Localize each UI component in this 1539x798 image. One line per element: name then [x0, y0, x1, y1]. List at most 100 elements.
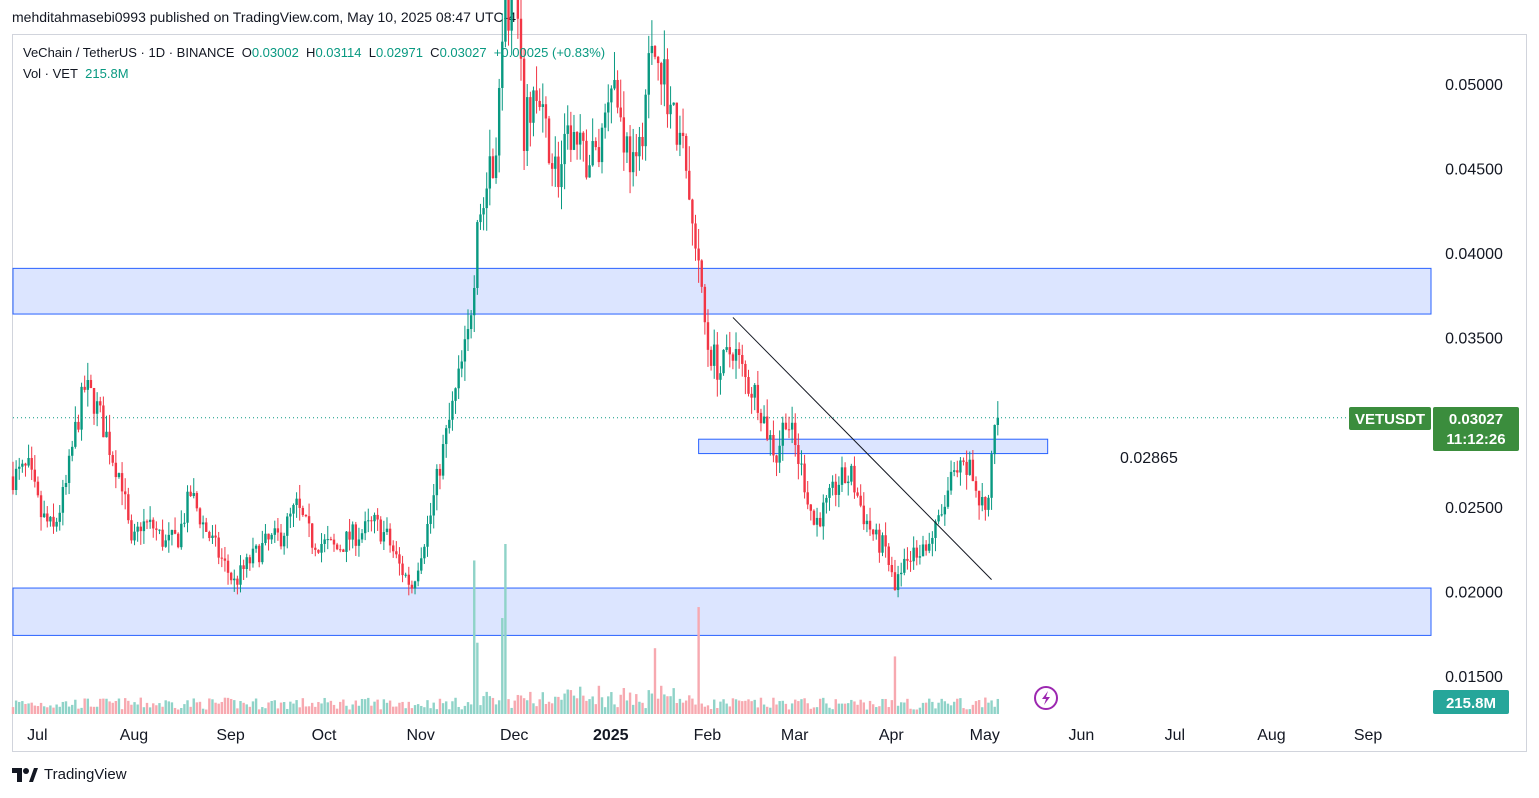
volume-bar [239, 701, 242, 714]
candle-body [36, 481, 40, 496]
volume-bar [856, 704, 859, 714]
candle-body [457, 368, 460, 389]
candle-body [884, 535, 887, 547]
candle-body [853, 465, 856, 493]
volume-bar [86, 698, 89, 714]
volume-bar [607, 696, 610, 714]
volume-bar [332, 704, 336, 714]
volume-bar [420, 705, 423, 714]
candle-body [158, 529, 161, 531]
volume-bar [379, 709, 382, 714]
candle-body [488, 156, 492, 189]
candle-body [815, 517, 819, 525]
tradingview-logo[interactable]: TradingView [12, 766, 127, 783]
y-tick-label: 0.05000 [1445, 77, 1503, 94]
volume-bar [220, 701, 224, 714]
volume-bar [21, 701, 24, 714]
volume-bar [345, 705, 348, 714]
candle-body [248, 557, 252, 564]
candle-body [242, 565, 245, 570]
candle-body [276, 528, 280, 533]
volume-bar [89, 706, 93, 714]
volume-bar [616, 707, 619, 714]
candle-body [731, 354, 735, 361]
candle-body [943, 506, 947, 515]
candle-body [625, 136, 629, 153]
candle-body [843, 467, 847, 484]
volume-bar [469, 704, 473, 714]
candle-body [675, 102, 679, 145]
candle-body [644, 94, 647, 147]
volume-bar [226, 697, 230, 714]
legend-low: 0.02971 [375, 45, 423, 60]
candles [11, 0, 1000, 598]
candle-body [631, 152, 635, 173]
candle-body [974, 481, 978, 491]
candle-body [741, 355, 744, 364]
candle-body [298, 498, 301, 508]
candle-body [11, 476, 15, 491]
candle-body [420, 558, 423, 571]
volume-bar [279, 702, 283, 714]
candle-body [622, 117, 626, 153]
candle-body [267, 533, 270, 540]
candle-body [775, 455, 778, 463]
volume-bar [58, 706, 61, 714]
candle-body [133, 531, 136, 541]
candle-body [934, 521, 937, 538]
volume-bar [401, 701, 404, 714]
candle-body [516, 0, 520, 19]
candle-body [329, 539, 333, 541]
candle-body [360, 533, 364, 540]
volume-bar [775, 704, 778, 714]
candle-body [959, 460, 962, 473]
candle-body [990, 454, 993, 498]
volume-bar [896, 705, 900, 714]
volume-bar [806, 703, 809, 714]
candle-body [214, 535, 217, 538]
candle-body [940, 514, 943, 516]
candle-body [663, 59, 666, 85]
volume-bar [903, 702, 906, 714]
candle-body [765, 416, 769, 440]
x-tick-label: Sep [216, 727, 245, 744]
candle-body [494, 155, 498, 179]
candle-body [282, 535, 286, 547]
x-tick-label: Aug [1257, 727, 1285, 744]
candle-body [529, 97, 532, 123]
volume-bar [473, 560, 476, 714]
volume-bar [560, 699, 563, 714]
volume-bar [148, 707, 152, 714]
volume-bar [155, 705, 158, 714]
candle-body [295, 498, 298, 505]
candle-body [398, 554, 401, 564]
candle-body [441, 444, 445, 476]
volume-bar [993, 706, 996, 714]
volume-bar [504, 544, 507, 714]
volume-bar [812, 707, 816, 714]
volume-bar [818, 698, 822, 714]
volume-bar [267, 702, 270, 714]
candle-body [130, 520, 133, 541]
volume-bar [949, 705, 953, 714]
candle-body [803, 463, 806, 493]
volume-bar [49, 705, 52, 714]
volume-bar [127, 700, 130, 714]
volume-bar [161, 706, 164, 714]
candle-body [903, 558, 906, 573]
volume-bar [734, 699, 738, 714]
volume-bar [363, 699, 367, 714]
candle-body [850, 465, 853, 482]
candle-body [239, 565, 242, 585]
volume-bar [71, 704, 74, 714]
volume-bar [952, 701, 956, 714]
legend-h-label: H [306, 45, 316, 60]
candle-body [878, 529, 881, 553]
candle-body [772, 435, 775, 456]
candle-body [18, 466, 21, 469]
candle-body [875, 529, 878, 535]
candle-body [881, 535, 884, 553]
volume-bar [158, 703, 161, 714]
candle-body [996, 417, 1000, 425]
